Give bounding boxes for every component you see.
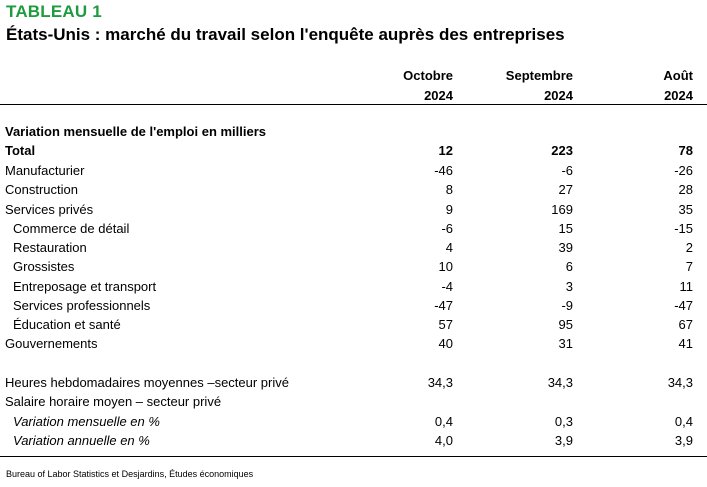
value-october: 0,4 [434,414,453,429]
row-label: Manufacturier [5,163,85,178]
value-august: 3,9 [674,433,693,448]
table-row: Services professionnels -47 -9 -47 [0,298,707,317]
value-october: 9 [445,202,453,217]
table-row: Total 12 223 78 [0,143,707,162]
value-august: 34,3 [667,375,693,390]
value-september: 223 [551,143,573,158]
value-october: -6 [441,221,453,236]
row-label: Construction [5,182,78,197]
value-october: -4 [441,279,453,294]
row-label: Variation mensuelle en % [13,414,160,429]
hours-row: Heures hebdomadaires moyennes –secteur p… [0,375,707,394]
section-title: Variation mensuelle de l'emploi en milli… [5,124,267,139]
value-october: 4,0 [434,433,453,448]
row-label: Total [5,143,36,158]
table-row: Éducation et santé 57 95 67 [0,317,707,336]
value-august: 7 [685,259,693,274]
row-label: Grossistes [13,259,75,274]
column-header-month-2: Septembre [505,68,573,83]
value-october: 57 [438,317,453,332]
page-title: États-Unis : marché du travail selon l'e… [6,25,565,44]
table-row: Services privés 9 169 35 [0,202,707,221]
column-header-month-1: Octobre [403,68,453,83]
value-september: -6 [561,163,573,178]
column-header-month-3: Août [663,68,693,83]
row-label: Services privés [5,202,94,217]
table-row: Variation mensuelle en % 0,4 0,3 0,4 [0,414,707,433]
value-september: 39 [558,240,573,255]
value-september: 3,9 [554,433,573,448]
value-october: 34,3 [427,375,453,390]
source-note: Bureau of Labor Statistics et Desjardins… [6,469,254,479]
row-label: Restauration [13,240,87,255]
value-september: 3 [565,279,573,294]
value-september: 15 [558,221,573,236]
row-label: Gouvernements [5,336,98,351]
value-september: 6 [565,259,573,274]
row-label: Entreposage et transport [13,279,157,294]
section-title-row: Variation mensuelle de l'emploi en milli… [0,124,707,143]
value-august: 11 [679,279,694,294]
value-september: 169 [551,202,573,217]
value-october: 4 [445,240,453,255]
value-september: 27 [558,182,573,197]
value-september: 34,3 [547,375,573,390]
value-august: -15 [674,221,693,236]
header-divider [0,104,707,105]
table-row: Variation annuelle en % 4,0 3,9 3,9 [0,433,707,452]
value-august: 67 [678,317,693,332]
value-october: 40 [438,336,453,351]
value-august: 41 [678,336,693,351]
column-header-year-1: 2024 [424,88,453,103]
value-august: -26 [674,163,693,178]
table-row: Commerce de détail -6 15 -15 [0,221,707,240]
value-august: 78 [678,143,693,158]
value-september: 95 [558,317,573,332]
value-august: -47 [674,298,693,313]
row-label: Salaire horaire moyen – secteur privé [5,394,222,409]
table-row: Gouvernements 40 31 41 [0,336,707,355]
row-label: Heures hebdomadaires moyennes –secteur p… [5,375,289,390]
row-label: Variation annuelle en % [13,433,150,448]
value-october: -46 [434,163,453,178]
table-row: Manufacturier -46 -6 -26 [0,163,707,182]
value-october: -47 [434,298,453,313]
value-august: 28 [678,182,693,197]
row-label: Commerce de détail [13,221,130,236]
value-september: 0,3 [554,414,573,429]
row-label: Éducation et santé [13,317,121,332]
value-october: 12 [438,143,453,158]
footer-divider [0,456,707,457]
value-september: -9 [561,298,573,313]
value-september: 31 [558,336,573,351]
wage-header-row: Salaire horaire moyen – secteur privé [0,394,707,413]
table-label: TABLEAU 1 [6,2,102,21]
column-header-year-3: 2024 [664,88,693,103]
table-row: Construction 8 27 28 [0,182,707,201]
column-header-year-2: 2024 [544,88,573,103]
value-august: 2 [685,240,693,255]
table-row: Grossistes 10 6 7 [0,259,707,278]
row-label: Services professionnels [13,298,151,313]
value-october: 10 [438,259,453,274]
value-october: 8 [445,182,453,197]
table-row: Restauration 4 39 2 [0,240,707,259]
value-august: 35 [678,202,693,217]
value-august: 0,4 [674,414,693,429]
table-row: Entreposage et transport -4 3 11 [0,279,707,298]
